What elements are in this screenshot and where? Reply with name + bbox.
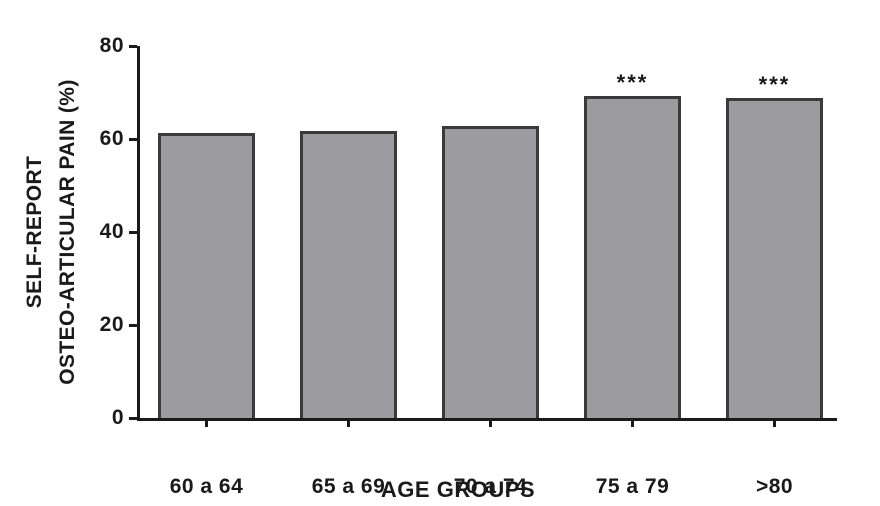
significance-marker: ***	[616, 69, 649, 95]
x-tick-label: 70 a 74	[453, 475, 528, 498]
x-axis-tick	[631, 421, 634, 427]
bar-75-a-79	[584, 95, 681, 418]
x-axis-tick	[205, 421, 208, 427]
y-tick-label: 20	[99, 313, 124, 336]
x-tick-label: 60 a 64	[169, 475, 244, 498]
y-axis-tick	[129, 137, 137, 141]
y-axis-tick	[129, 230, 137, 234]
x-tick-label: >80	[755, 475, 794, 498]
y-axis-tick	[129, 44, 137, 48]
significance-marker: ***	[758, 71, 791, 97]
y-tick-label: 0	[111, 406, 124, 429]
bar-70-a-74	[442, 125, 539, 418]
y-tick-label: 40	[99, 220, 124, 243]
y-axis-title-line1: SELF-REPORT	[23, 155, 46, 309]
bar->80	[726, 97, 823, 418]
y-axis-tick	[129, 416, 137, 420]
x-axis-title: AGE GROUPS	[380, 477, 536, 502]
y-tick-label: 60	[99, 127, 124, 150]
x-tick-label: 75 a 79	[595, 475, 670, 498]
x-axis-tick	[347, 421, 350, 427]
bar-65-a-69	[300, 131, 397, 418]
x-axis-tick	[489, 421, 492, 427]
y-tick-label: 80	[99, 34, 124, 57]
y-axis-tick	[129, 323, 137, 327]
x-tick-label: 65 a 69	[311, 475, 386, 498]
plot-area: 0 20 40 60 80 60 a 64 65 a 69 70 a 74 *** 75 a 79…	[100, 34, 837, 498]
x-axis-tick	[773, 421, 776, 427]
bar-60-a-64	[158, 132, 255, 418]
